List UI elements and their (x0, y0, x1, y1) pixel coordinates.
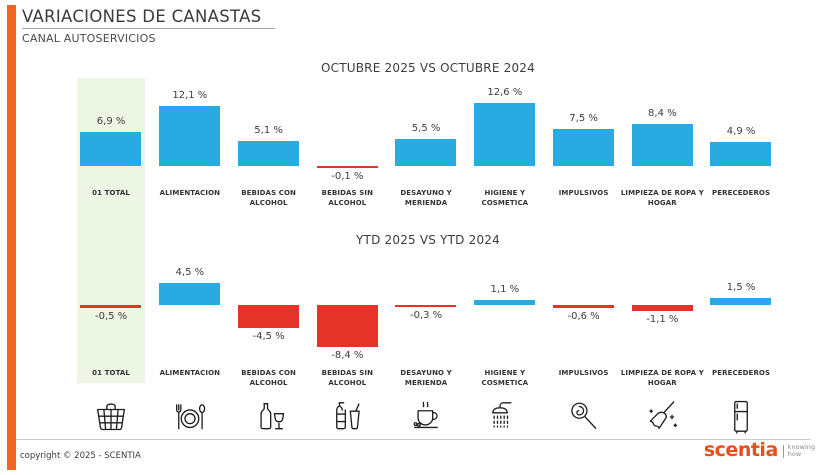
value-label-bebidas-con-alcohol: 5,1 % (254, 124, 283, 136)
page-subtitle: CANAL AUTOSERVICIOS (22, 32, 156, 45)
category-label-perecederos: PERECEDEROS (712, 369, 771, 377)
category-label-desayuno-y-merienda: DESAYUNO Y MERIENDA (400, 369, 452, 387)
chart-title-ytd: YTD 2025 VS YTD 2024 (356, 233, 500, 247)
category-label-higiene-y-cosmetica: HIGIENE Y COSMETICA (481, 369, 529, 387)
bar-higiene-y-cosmetica (474, 103, 536, 166)
category-label-impulsivos: IMPULSIVOS (558, 369, 609, 377)
category-label-bebidas-con-alcohol: BEBIDAS CON ALCOHOL (241, 189, 296, 207)
copyright-text: copyright © 2025 - SCENTIA (20, 451, 141, 461)
value-label-limpieza-de-ropa-y-hogar: -1,1 % (646, 313, 679, 325)
category-label-limpieza-de-ropa-y-hogar: LIMPIEZA DE ROPA Y HOGAR (620, 369, 704, 387)
value-label-impulsivos: -0,6 % (567, 311, 600, 322)
bar-limpieza-de-ropa-y-hogar (631, 124, 693, 166)
value-label-perecederos: 4,9 % (726, 125, 756, 137)
bar-higiene-y-cosmetica (474, 299, 536, 305)
scentia-logo-divider (782, 444, 784, 458)
report-header: VARIACIONES DE CANASTAS CANAL AUTOSERVIC… (22, 7, 276, 45)
category-label-limpieza-de-ropa-y-hogar: LIMPIEZA DE ROPA Y HOGAR (620, 189, 704, 207)
bar-perecederos (710, 141, 772, 166)
scentia-logo-tagline: knowing how (788, 444, 815, 458)
category-label-bebidas-sin-alcohol: BEBIDAS SIN ALCOHOL (321, 369, 374, 387)
footer-divider (16, 439, 811, 440)
broom-icon (623, 395, 702, 439)
coffee-cup-icon (387, 395, 466, 439)
category-label-alimentacion: ALIMENTACION (159, 189, 221, 197)
bottle-wine-icon (229, 395, 308, 439)
category-label-perecederos: PERECEDEROS (712, 189, 771, 197)
scentia-logo: scentia knowing how (704, 440, 815, 460)
bar-01-total (80, 305, 142, 308)
value-label-perecederos: 1,5 % (726, 281, 756, 293)
value-label-higiene-y-cosmetica: 1,1 % (490, 283, 520, 295)
category-label-alimentacion: ALIMENTACION (159, 369, 221, 377)
value-label-impulsivos: 7,5 % (569, 112, 598, 124)
bar-alimentacion (159, 105, 221, 166)
value-label-bebidas-sin-alcohol: -0,1 % (331, 170, 364, 182)
bar-alimentacion (159, 282, 221, 305)
lollipop-icon (544, 395, 623, 439)
category-label-01-total: 01 TOTAL (92, 189, 130, 197)
soda-bottle-icon (308, 395, 387, 439)
bar-bebidas-con-alcohol (237, 305, 299, 328)
value-label-alimentacion: 12,1 % (172, 89, 208, 101)
scentia-tagline-line1: knowing (787, 443, 815, 451)
value-label-alimentacion: 4,5 % (175, 266, 205, 278)
value-label-bebidas-sin-alcohol: -8,4 % (331, 350, 364, 361)
bar-bebidas-sin-alcohol (316, 305, 378, 347)
category-label-impulsivos: IMPULSIVOS (558, 189, 609, 197)
value-label-higiene-y-cosmetica: 12,6 % (487, 87, 523, 98)
basket-icon (72, 395, 151, 439)
bar-bebidas-sin-alcohol (316, 166, 378, 168)
category-label-bebidas-con-alcohol: BEBIDAS CON ALCOHOL (241, 369, 296, 387)
bar-desayuno-y-merienda (395, 138, 457, 166)
page-title: VARIACIONES DE CANASTAS (22, 7, 276, 29)
category-label-desayuno-y-merienda: DESAYUNO Y MERIENDA (400, 189, 452, 207)
chart-title-october: OCTUBRE 2025 VS OCTUBRE 2024 (321, 61, 535, 75)
value-label-01-total: -0,5 % (94, 310, 128, 322)
value-label-limpieza-de-ropa-y-hogar: 8,4 % (648, 108, 677, 119)
plate-cutlery-icon (150, 395, 229, 439)
value-label-bebidas-con-alcohol: -4,5 % (252, 330, 285, 342)
value-label-desayuno-y-merienda: -0,3 % (409, 309, 443, 321)
shower-icon (465, 395, 544, 439)
scentia-tagline-line2: how (787, 450, 802, 458)
bar-01-total (80, 131, 142, 166)
left-accent-bar (7, 5, 16, 470)
category-label-bebidas-sin-alcohol: BEBIDAS SIN ALCOHOL (321, 189, 374, 207)
bar-impulsivos (552, 128, 614, 166)
value-label-desayuno-y-merienda: 5,5 % (411, 122, 441, 134)
bar-limpieza-de-ropa-y-hogar (631, 305, 693, 311)
bar-desayuno-y-merienda (395, 305, 457, 307)
bar-perecederos (710, 297, 772, 305)
bar-bebidas-con-alcohol (237, 140, 299, 166)
fridge-icon (702, 395, 781, 439)
category-label-higiene-y-cosmetica: HIGIENE Y COSMETICA (481, 189, 529, 207)
value-label-01-total: 6,9 % (96, 115, 126, 127)
total-column-highlight (77, 78, 145, 383)
bar-impulsivos (552, 305, 614, 308)
category-label-01-total: 01 TOTAL (92, 369, 130, 377)
scentia-logo-wordmark: scentia (703, 439, 778, 461)
